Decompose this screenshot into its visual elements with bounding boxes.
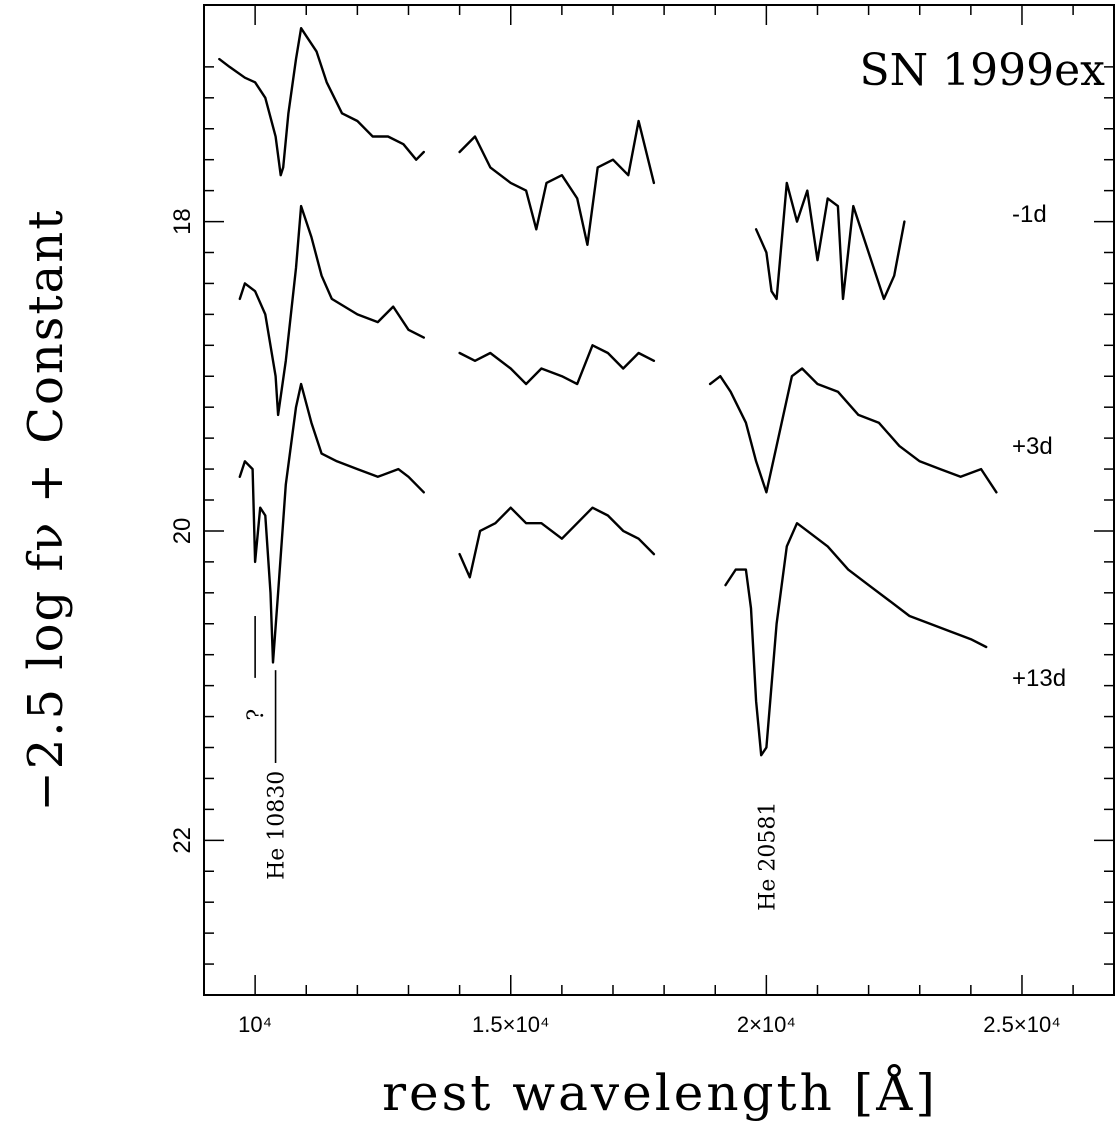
spectrum-line-3 bbox=[238, 382, 425, 664]
x-tick-label: 10⁴ bbox=[238, 1012, 272, 1037]
spectrum-line-1 bbox=[458, 119, 656, 247]
line-annotation: He 10830 bbox=[265, 771, 290, 880]
x-axis-label: rest wavelength [Å] bbox=[382, 1063, 938, 1122]
x-tick-label: 1.5×10⁴ bbox=[472, 1012, 549, 1037]
spectrum-line-3 bbox=[458, 506, 656, 579]
y-axis-label: −2.5 log fν + Constant bbox=[18, 208, 74, 811]
y-tick-label: 20 bbox=[169, 518, 196, 545]
series-label: +13d bbox=[1012, 665, 1066, 692]
series-label: +3d bbox=[1012, 433, 1053, 460]
line-annotation: ? bbox=[244, 709, 269, 721]
spectrum-line-2 bbox=[708, 367, 998, 494]
y-tick-label: 18 bbox=[169, 208, 196, 235]
plot-frame bbox=[203, 4, 1115, 996]
x-tick-label: 2×10⁴ bbox=[737, 1012, 796, 1037]
spectrum-line-3 bbox=[724, 522, 988, 757]
chart-title: SN 1999ex bbox=[860, 45, 1106, 96]
spectrum-line-2 bbox=[238, 204, 425, 417]
spectrum-line-1 bbox=[754, 181, 906, 301]
y-tick-label: 22 bbox=[169, 827, 196, 854]
spectrum-line-1 bbox=[218, 27, 425, 177]
spectrum-line-2 bbox=[458, 344, 656, 386]
line-annotation: He 20581 bbox=[755, 802, 780, 911]
series-label: -1d bbox=[1012, 201, 1047, 228]
x-tick-label: 2.5×10⁴ bbox=[983, 1012, 1060, 1037]
